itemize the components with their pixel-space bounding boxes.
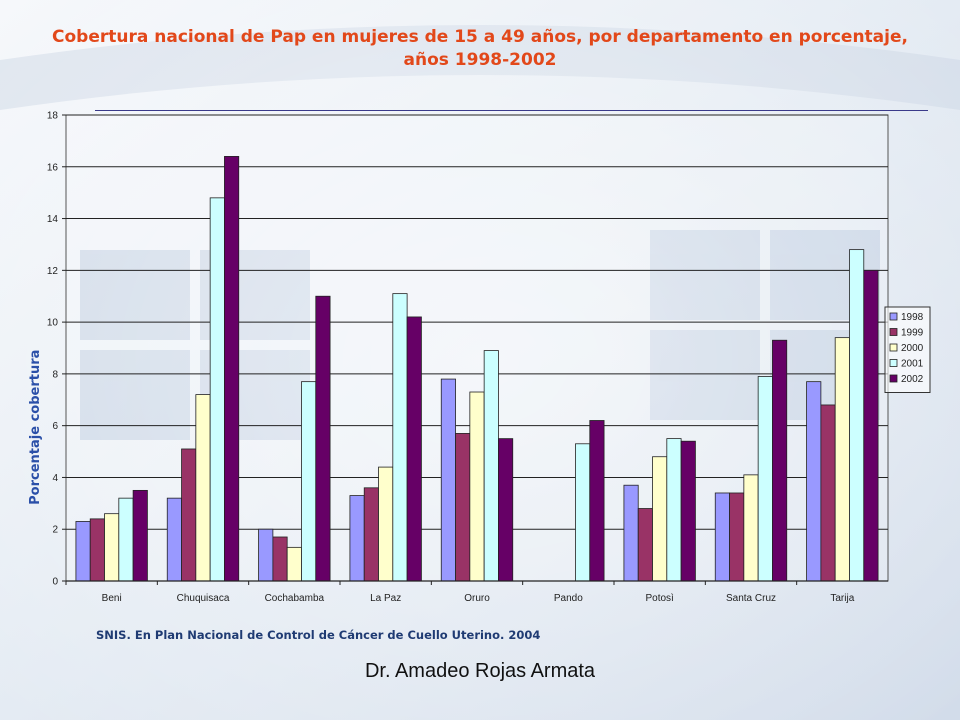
- y-tick-label-2: 2: [52, 525, 58, 536]
- legend-label-1998: 1998: [901, 312, 924, 323]
- x-tick-label-potosì: Potosì: [645, 593, 674, 604]
- bar-oruro-2002: [498, 438, 514, 582]
- bar-potosì-2002: [680, 440, 696, 582]
- bar-tarija-1999: [820, 404, 836, 582]
- legend-label-2002: 2002: [901, 374, 924, 385]
- bar-beni-2000: [104, 513, 120, 582]
- bar-la-paz-2000: [378, 466, 394, 582]
- bar-la-paz-1999: [363, 487, 379, 582]
- bar-cochabamba-2000: [286, 546, 302, 582]
- bar-chuquisaca-2002: [224, 156, 240, 582]
- x-tick-label-la-paz: La Paz: [370, 593, 401, 604]
- bar-potosì-2000: [652, 456, 668, 582]
- legend-label-2000: 2000: [901, 343, 924, 354]
- y-tick-label-0: 0: [52, 577, 58, 588]
- bar-oruro-1999: [455, 433, 471, 582]
- legend-swatch-2002: [889, 374, 898, 383]
- bar-santa-cruz-2000: [743, 474, 759, 582]
- x-tick-label-beni: Beni: [102, 593, 122, 604]
- bar-beni-1998: [75, 521, 91, 582]
- bar-cochabamba-2001: [301, 381, 317, 582]
- legend-label-2001: 2001: [901, 359, 924, 370]
- y-tick-label-10: 10: [47, 318, 59, 329]
- bar-pando-2001: [575, 443, 591, 582]
- bar-tarija-2001: [849, 249, 865, 582]
- bar-beni-2001: [118, 497, 134, 582]
- bar-beni-2002: [132, 489, 148, 582]
- title-divider: [95, 110, 928, 111]
- bar-potosì-2001: [666, 438, 682, 582]
- bar-tarija-2000: [834, 337, 850, 582]
- bar-la-paz-2002: [406, 316, 422, 582]
- y-tick-label-12: 12: [47, 266, 59, 277]
- bar-la-paz-2001: [392, 293, 408, 582]
- bar-oruro-2000: [469, 391, 485, 582]
- bar-santa-cruz-1998: [714, 492, 730, 582]
- legend-swatch-2000: [889, 343, 898, 352]
- bar-la-paz-1998: [349, 495, 365, 582]
- bar-cochabamba-1998: [258, 528, 274, 582]
- x-tick-label-pando: Pando: [554, 593, 583, 604]
- legend-label-1999: 1999: [901, 328, 924, 339]
- legend-swatch-1999: [889, 328, 898, 336]
- y-tick-label-6: 6: [52, 421, 58, 432]
- bar-cochabamba-1999: [272, 536, 288, 582]
- bar-tarija-2002: [863, 269, 879, 582]
- bar-potosì-1998: [623, 484, 639, 582]
- legend-swatch-1998: [889, 312, 898, 321]
- x-tick-label-chuquisaca: Chuquisaca: [177, 593, 230, 604]
- y-tick-label-14: 14: [47, 214, 59, 225]
- bar-potosì-1999: [637, 508, 653, 582]
- bar-tarija-1998: [806, 381, 822, 582]
- y-tick-label-8: 8: [52, 369, 58, 380]
- author-footer: Dr. Amadeo Rojas Armata: [364, 660, 596, 682]
- bar-chuquisaca-1999: [181, 448, 197, 582]
- bar-cochabamba-2002: [315, 295, 331, 582]
- bar-chuquisaca-2000: [195, 394, 211, 582]
- bar-chuquisaca-2001: [209, 197, 225, 582]
- bar-beni-1999: [89, 518, 105, 582]
- x-tick-label-santa-cruz: Santa Cruz: [726, 593, 776, 604]
- x-tick-label-tarija: Tarija: [830, 593, 854, 604]
- bar-santa-cruz-2001: [757, 376, 773, 582]
- bar-santa-cruz-2002: [772, 339, 788, 582]
- y-tick-label-4: 4: [52, 473, 58, 484]
- y-tick-label-18: 18: [47, 111, 59, 122]
- chart-title: Cobertura nacional de Pap en mujeres de …: [52, 27, 908, 70]
- y-tick-label-16: 16: [47, 162, 59, 173]
- legend-swatch-2001: [889, 359, 898, 367]
- bar-pando-2002: [589, 420, 605, 582]
- x-tick-label-oruro: Oruro: [464, 593, 490, 604]
- bar-santa-cruz-1999: [729, 492, 745, 582]
- source-note: SNIS. En Plan Nacional de Control de Cán…: [96, 628, 541, 642]
- x-tick-label-cochabamba: Cochabamba: [265, 593, 325, 604]
- bar-oruro-1998: [440, 378, 456, 582]
- bar-oruro-2001: [483, 350, 499, 582]
- bar-chuquisaca-1998: [166, 497, 182, 582]
- y-axis-label: Porcentaje cobertura: [28, 350, 43, 505]
